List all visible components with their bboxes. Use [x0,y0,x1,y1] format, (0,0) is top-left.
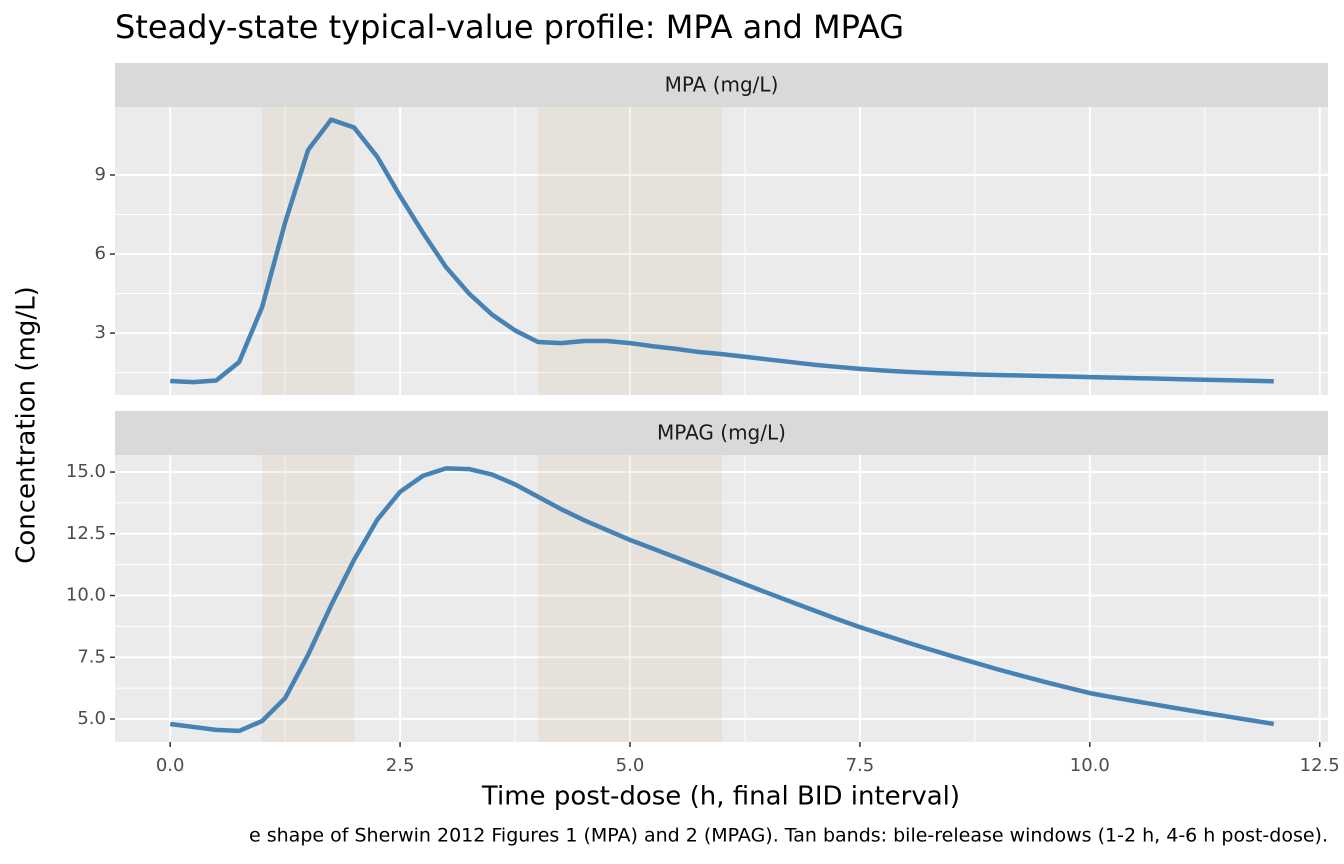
strip [115,411,1328,455]
x-tick-label: 0.0 [156,755,185,776]
y-tick-label: 10.0 [66,585,106,606]
x-tick-label: 12.5 [1300,755,1340,776]
y-tick-label: 9 [95,164,106,185]
strip [115,63,1328,107]
y-tick-label: 5.0 [77,708,106,729]
y-tick-label: 7.5 [77,646,106,667]
x-tick-label: 7.5 [846,755,875,776]
shaded-band [538,455,722,742]
strip-label: MPAG (mg/L) [657,421,786,445]
y-tick-label: 6 [95,243,106,264]
y-tick-label: 12.5 [66,523,106,544]
y-tick-label: 15.0 [66,461,106,482]
data-line [170,117,1274,385]
strip-label: MPA (mg/L) [665,73,779,97]
caption: e shape of Sherwin 2012 Figures 1 (MPA) … [249,825,1328,847]
y-axis-title: Concentration (mg/L) [12,286,42,564]
shaded-band [262,455,355,742]
x-axis-title: Time post-dose (h, final BID interval) [481,782,960,812]
x-tick-label: 10.0 [1070,755,1110,776]
panel-background [115,107,1328,395]
chart-title: Steady-state typical-value profile: MPA … [115,8,904,46]
data-line [169,466,1275,734]
x-tick-label: 2.5 [386,755,415,776]
shaded-band [538,107,722,395]
y-tick-label: 3 [95,322,106,343]
x-tick-label: 5.0 [616,755,645,776]
